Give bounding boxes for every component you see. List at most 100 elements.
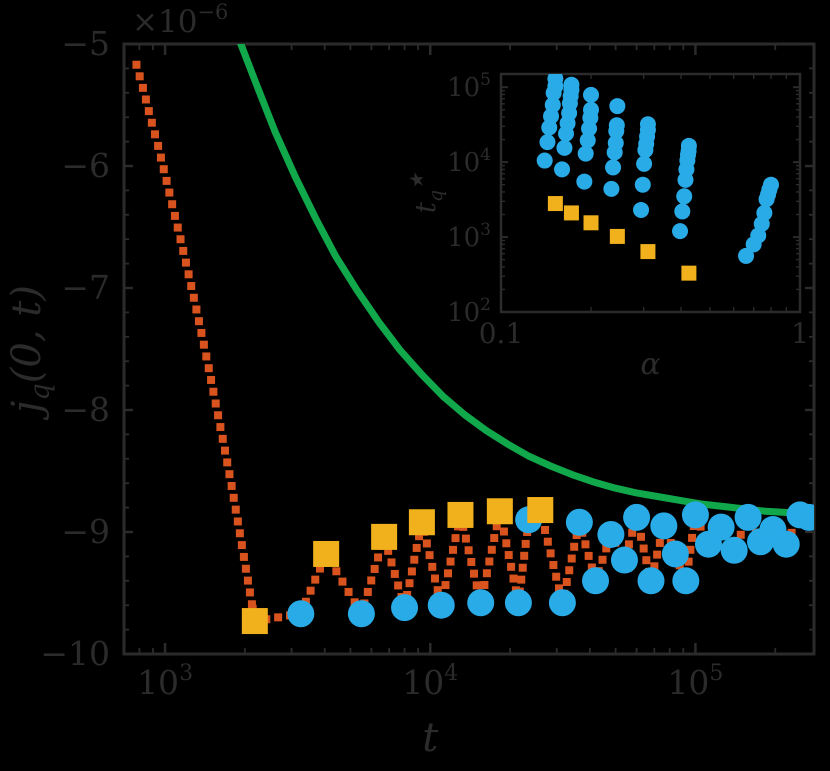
- inset-x-axis-title: α: [640, 347, 660, 382]
- orange-dotted-oscillation: [431, 574, 440, 583]
- orange-dotted-oscillation: [642, 556, 651, 565]
- orange-dotted-oscillation: [562, 578, 571, 587]
- orange-dotted-oscillation: [344, 587, 353, 596]
- orange-dotted-oscillation: [472, 581, 481, 590]
- orange-dotted-segment: [216, 423, 225, 432]
- data-marker-circle: [637, 567, 665, 595]
- inset-marker-circle: [554, 161, 571, 178]
- orange-dotted-segment: [237, 541, 246, 550]
- inset-marker-circle: [545, 84, 562, 101]
- orange-dotted-oscillation: [374, 553, 383, 562]
- inset-marker-circle: [583, 86, 600, 103]
- y-tick-label: −10: [40, 634, 110, 673]
- orange-dotted-oscillation: [567, 554, 576, 563]
- orange-dotted-oscillation: [650, 562, 659, 571]
- inset-marker-circle: [581, 120, 598, 137]
- orange-dotted-oscillation: [464, 546, 473, 555]
- inset-marker-square: [681, 265, 697, 281]
- inset-marker-circle: [536, 152, 553, 169]
- inset-data-layer: [536, 74, 780, 281]
- data-marker-circle: [734, 503, 762, 531]
- orange-dotted-oscillation: [628, 528, 637, 537]
- data-marker-circle: [504, 589, 532, 617]
- inset-y-tick-label: 105: [447, 70, 491, 103]
- data-marker-square: [447, 501, 474, 528]
- data-marker-circle: [795, 503, 814, 531]
- inset-marker-square: [609, 228, 625, 244]
- orange-dotted-segment: [194, 317, 203, 326]
- inset-marker-circle: [637, 142, 654, 159]
- inset-marker-circle: [745, 236, 762, 253]
- orange-dotted-segment: [192, 305, 201, 314]
- data-marker-square: [313, 540, 340, 567]
- orange-dotted-oscillation: [521, 539, 530, 548]
- orange-dotted-oscillation: [367, 576, 376, 585]
- y-tick-label: −5: [61, 24, 110, 63]
- orange-dotted-oscillation: [441, 581, 450, 590]
- orange-dotted-segment: [221, 446, 229, 455]
- data-marker-circle: [582, 567, 610, 595]
- inset-marker-square: [563, 205, 579, 221]
- orange-dotted-oscillation: [370, 564, 379, 573]
- orange-dotted-oscillation: [485, 557, 494, 566]
- orange-dotted-oscillation: [490, 534, 499, 543]
- orange-dotted-oscillation: [425, 551, 434, 560]
- orange-dotted-oscillation: [306, 586, 315, 595]
- data-marker-square: [371, 523, 398, 550]
- orange-dotted-oscillation: [504, 551, 513, 560]
- inset-marker-circle: [539, 134, 556, 151]
- data-marker-circle: [565, 508, 593, 536]
- orange-dotted-oscillation: [315, 564, 324, 573]
- orange-dotted-oscillation: [480, 581, 489, 589]
- x-tick-label: 104: [402, 661, 458, 702]
- inset-marker-circle: [758, 191, 775, 208]
- orange-dotted-oscillation: [653, 550, 662, 559]
- orange-dotted-segment: [209, 387, 218, 396]
- orange-dotted-segment: [170, 211, 179, 220]
- orange-dotted-segment: [245, 588, 254, 597]
- data-marker-circle: [672, 567, 700, 595]
- orange-dotted-segment: [150, 130, 159, 139]
- orange-dotted-segment: [202, 352, 211, 361]
- orange-dotted-oscillation: [461, 534, 470, 543]
- orange-dotted-oscillation: [433, 586, 442, 595]
- orange-dotted-oscillation: [554, 584, 563, 593]
- x-axis-title: t: [422, 715, 439, 761]
- orange-dotted-segment: [239, 552, 248, 561]
- inset-background: [501, 74, 800, 312]
- inset-marker-circle: [609, 98, 626, 115]
- orange-dotted-segment: [168, 200, 177, 209]
- inset-y-axis-title: tq★: [406, 172, 447, 213]
- orange-dotted-segment: [235, 529, 244, 538]
- orange-dotted-oscillation: [565, 566, 574, 575]
- inset-x-tick-label: 1: [791, 317, 809, 350]
- orange-dotted-oscillation: [507, 562, 516, 571]
- orange-dotted-oscillation: [541, 526, 550, 534]
- data-marker-square: [527, 497, 554, 524]
- inset-y-tick-label: 103: [447, 220, 491, 253]
- orange-dotted-segment: [197, 328, 206, 337]
- inset-marker-circle: [738, 247, 755, 264]
- orange-dotted-oscillation: [311, 575, 320, 584]
- orange-dotted-segment: [187, 282, 196, 291]
- orange-dotted-segment: [231, 505, 240, 514]
- orange-dotted-segment: [214, 411, 223, 420]
- y-tick-label: −6: [61, 146, 110, 185]
- inset-marker-circle: [579, 132, 596, 149]
- data-marker-circle: [427, 591, 455, 619]
- orange-dotted-segment: [207, 375, 216, 384]
- orange-dotted-oscillation: [499, 527, 508, 536]
- inset-marker-circle: [674, 203, 691, 220]
- orange-dotted-segment: [184, 270, 193, 279]
- data-marker-circle: [681, 501, 709, 529]
- orange-dotted-segment: [241, 564, 250, 573]
- y-tick-label: −8: [61, 390, 110, 429]
- orange-dotted-oscillation: [274, 613, 283, 622]
- inset-marker-square: [583, 215, 599, 231]
- x-tick-label: 103: [137, 661, 193, 702]
- orange-dotted-segment: [218, 434, 227, 443]
- data-marker-circle: [772, 530, 800, 558]
- orange-dotted-oscillation: [518, 563, 527, 572]
- orange-dotted-segment: [176, 235, 185, 244]
- orange-dotted-segment: [132, 60, 141, 69]
